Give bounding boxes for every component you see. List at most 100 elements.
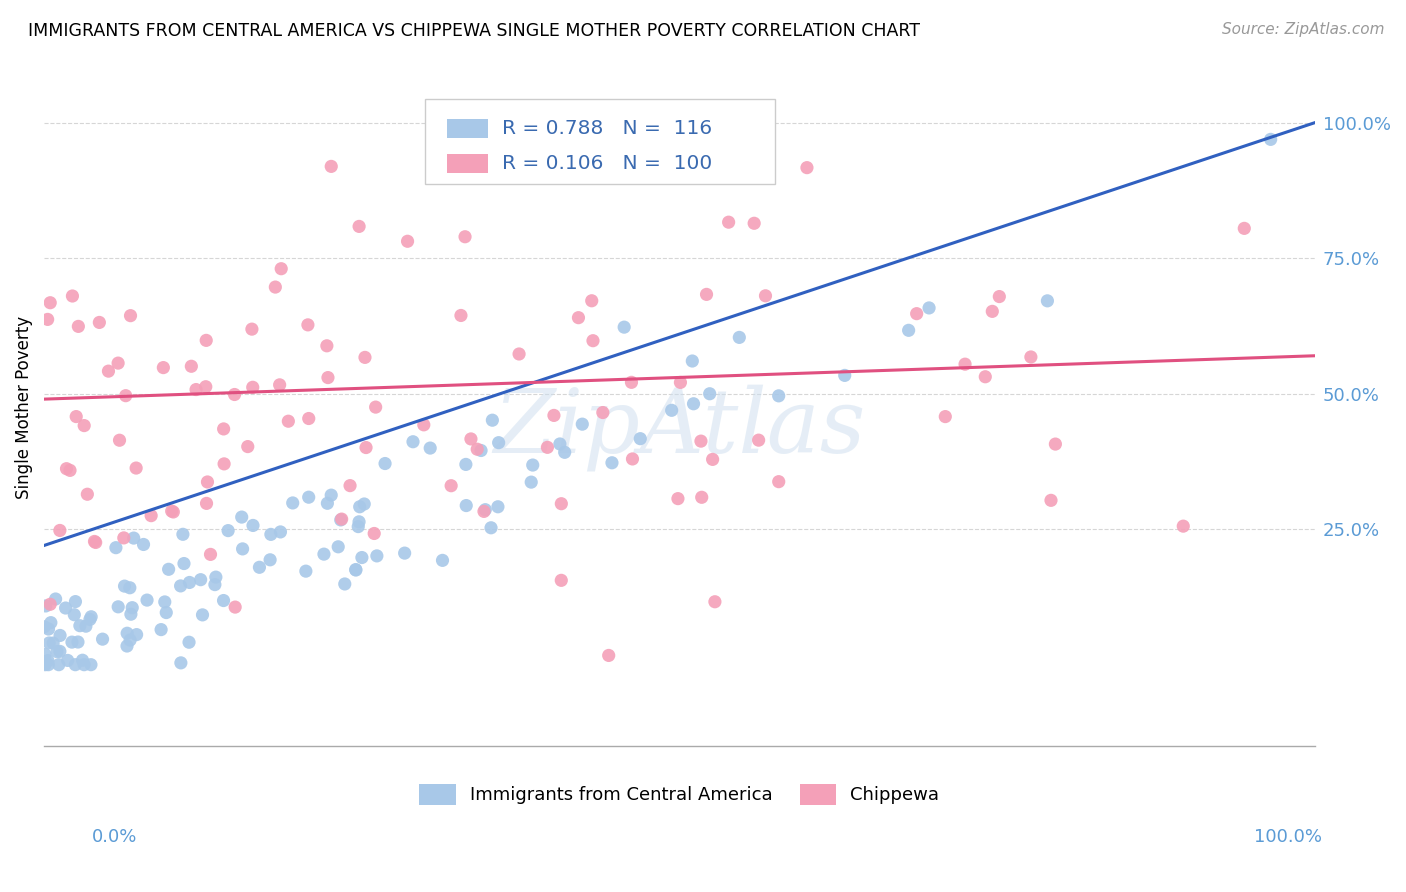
Point	[49, 524, 72, 538]
Point	[37, 622, 59, 636]
Point	[55, 461, 77, 475]
Point	[173, 557, 195, 571]
Point	[330, 512, 353, 526]
Point	[316, 496, 339, 510]
Point	[63, 607, 86, 622]
Point	[91, 632, 114, 647]
Point	[481, 413, 503, 427]
Point	[349, 500, 371, 514]
Point	[73, 418, 96, 433]
Point	[768, 389, 790, 403]
Point	[554, 445, 576, 459]
Point	[150, 623, 173, 637]
Point	[80, 657, 103, 672]
Point	[136, 593, 159, 607]
Point	[571, 417, 593, 432]
Point	[364, 400, 387, 414]
Point	[153, 595, 176, 609]
Point	[488, 435, 510, 450]
Point	[339, 478, 361, 492]
Point	[717, 215, 740, 229]
Point	[768, 475, 790, 489]
Point	[281, 496, 304, 510]
Point	[754, 289, 776, 303]
Point	[450, 309, 472, 323]
Point	[65, 594, 87, 608]
Text: ZipAtlas: ZipAtlas	[494, 384, 866, 471]
Point	[1233, 221, 1256, 235]
Point	[269, 524, 291, 539]
Point	[312, 547, 335, 561]
Point	[34, 648, 56, 662]
Point	[249, 560, 271, 574]
Point	[974, 369, 997, 384]
Text: Source: ZipAtlas.com: Source: ZipAtlas.com	[1222, 22, 1385, 37]
Point	[132, 537, 155, 551]
Point	[37, 657, 59, 672]
Point	[699, 386, 721, 401]
Point	[834, 368, 856, 383]
Point	[217, 524, 239, 538]
Point	[69, 618, 91, 632]
Point	[1045, 437, 1067, 451]
Point	[118, 581, 141, 595]
Point	[65, 409, 87, 424]
Point	[242, 518, 264, 533]
Point	[628, 432, 651, 446]
Point	[104, 541, 127, 555]
Point	[170, 656, 193, 670]
Point	[548, 437, 571, 451]
Point	[162, 505, 184, 519]
Text: R = 0.106   N =  100: R = 0.106 N = 100	[502, 154, 711, 173]
Point	[621, 452, 644, 467]
Point	[543, 409, 565, 423]
Point	[83, 534, 105, 549]
Point	[65, 657, 87, 672]
Point	[205, 570, 228, 584]
Point	[620, 376, 643, 390]
Point	[333, 577, 356, 591]
Point	[37, 312, 59, 326]
Point	[363, 526, 385, 541]
Point	[46, 645, 69, 659]
Point	[152, 360, 174, 375]
Point	[212, 422, 235, 436]
Point	[567, 310, 589, 325]
Point	[582, 334, 605, 348]
Point	[236, 440, 259, 454]
Point	[212, 457, 235, 471]
Point	[59, 463, 82, 477]
Point	[550, 574, 572, 588]
Point	[297, 318, 319, 332]
Point	[432, 553, 454, 567]
Point	[242, 380, 264, 394]
Point	[107, 356, 129, 370]
Point	[66, 635, 89, 649]
Point	[39, 295, 62, 310]
Point	[35, 599, 58, 613]
Point	[321, 488, 343, 502]
Point	[728, 330, 751, 344]
Point	[592, 405, 614, 419]
Point	[412, 417, 434, 432]
Point	[1019, 350, 1042, 364]
Point	[84, 535, 107, 549]
Point	[45, 592, 67, 607]
Point	[347, 519, 370, 533]
Point	[125, 461, 148, 475]
Point	[347, 219, 370, 234]
Point	[742, 216, 765, 230]
Point	[474, 502, 496, 516]
Point	[60, 635, 83, 649]
Point	[394, 546, 416, 560]
Point	[344, 563, 367, 577]
Point	[269, 377, 291, 392]
Point	[121, 600, 143, 615]
Point	[1173, 519, 1195, 533]
Point	[55, 601, 77, 615]
Point	[353, 497, 375, 511]
Point	[180, 359, 202, 374]
Point	[298, 490, 321, 504]
Point	[703, 595, 725, 609]
Point	[344, 563, 367, 577]
